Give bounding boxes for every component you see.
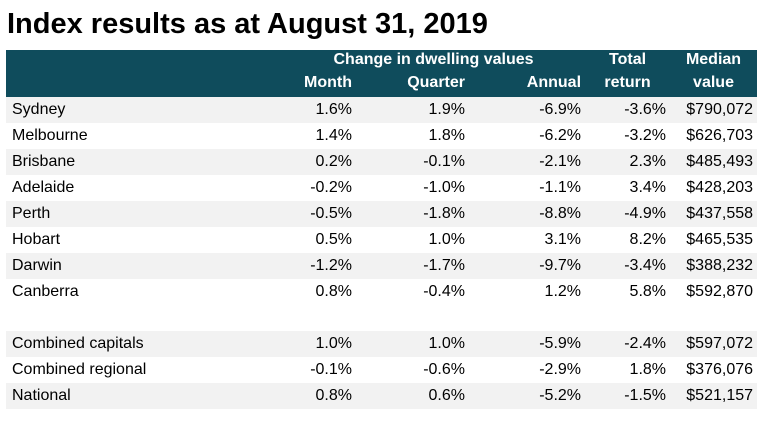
header-total-return-line1: Total [609,51,647,68]
table-row-national: National 0.8% 0.6% -5.2% -1.5% $521,157 [6,383,758,409]
table-row-hobart: Hobart 0.5% 1.0% 3.1% 8.2% $465,535 [6,227,757,253]
month-change: -0.5% [310,205,352,222]
total-return: -4.9% [624,205,667,222]
region-name: Canberra [12,283,79,300]
table-row-darwin: Darwin -1.2% -1.7% -9.7% -3.4% $388,232 [6,253,758,279]
total-return: 5.8% [629,283,667,300]
quarter-change: 1.8% [428,127,465,144]
annual-change: -8.8% [539,205,582,222]
table-row-combined-regional: Combined regional -0.1% -0.6% -2.9% 1.8%… [6,357,757,383]
month-change: 1.6% [315,101,352,118]
annual-change: -6.2% [539,127,582,144]
quarter-change: -0.1% [423,153,465,170]
region-name: Melbourne [12,127,88,144]
quarter-change: -1.8% [423,205,465,222]
median-value: $790,072 [686,101,754,118]
quarter-change: 1.0% [428,231,465,248]
total-return: 2.3% [629,153,667,170]
table-body: Sydney 1.6% 1.9% -6.9% -3.6% $790,072 Me… [6,97,758,409]
table-row-sydney: Sydney 1.6% 1.9% -6.9% -3.6% $790,072 [6,97,758,123]
header-row-2: Month Quarter Annual return value [6,73,758,97]
total-return: -3.4% [624,257,667,274]
quarter-change: 1.9% [428,101,465,118]
quarter-change: 0.6% [428,387,465,404]
spacer-row [6,305,757,331]
header-month: Month [304,74,352,91]
total-return: -2.4% [624,335,667,352]
table-row-combined-capitals: Combined capitals 1.0% 1.0% -5.9% -2.4% … [6,331,758,357]
region-name: Perth [12,205,51,222]
header-annual: Annual [526,74,582,91]
table-header: Change in dwelling values Total Median M… [6,50,758,97]
median-value: $485,493 [686,153,754,170]
month-change: 0.8% [315,283,352,300]
header-empty-cell [6,50,282,73]
month-change: 1.0% [315,335,352,352]
region-name: Brisbane [12,153,76,170]
annual-change: -2.9% [539,361,582,378]
median-value: $428,203 [686,179,754,196]
header-total-return-line2: return [604,74,651,91]
total-return: -3.6% [624,101,667,118]
annual-change: -9.7% [539,257,582,274]
header-median-line2: value [693,74,734,91]
annual-change: 3.1% [544,231,582,248]
month-change: 1.4% [315,127,352,144]
table-row-melbourne: Melbourne 1.4% 1.8% -6.2% -3.2% $626,703 [6,123,757,149]
median-value: $388,232 [686,257,754,274]
month-change: 0.8% [315,387,352,404]
header-empty-cell [6,73,282,97]
annual-change: -6.9% [539,101,582,118]
median-value: $465,535 [686,231,754,248]
quarter-change: -0.4% [423,283,465,300]
table-row-perth: Perth -0.5% -1.8% -8.8% -4.9% $437,558 [6,201,758,227]
region-name: Combined capitals [12,335,144,352]
header-change-in-dwelling-values: Change in dwelling values [333,51,534,68]
table-row-adelaide: Adelaide -0.2% -1.0% -1.1% 3.4% $428,203 [6,175,757,201]
region-name: Sydney [12,101,66,118]
median-value: $376,076 [686,361,754,378]
annual-change: -2.1% [539,153,582,170]
median-value: $592,870 [686,283,754,300]
month-change: -0.2% [310,179,352,196]
region-name: National [12,387,71,404]
quarter-change: -0.6% [423,361,465,378]
annual-change: -1.1% [539,179,582,196]
spacer-cell [6,305,757,331]
total-return: 1.8% [629,361,667,378]
quarter-change: -1.7% [423,257,465,274]
month-change: 0.5% [315,231,352,248]
median-value: $521,157 [686,387,754,404]
table-row-canberra: Canberra 0.8% -0.4% 1.2% 5.8% $592,870 [6,279,757,305]
region-name: Hobart [12,231,61,248]
header-quarter: Quarter [407,74,465,91]
region-name: Adelaide [12,179,75,196]
median-value: $437,558 [686,205,754,222]
index-results-table: Change in dwelling values Total Median M… [6,50,758,409]
total-return: -3.2% [624,127,667,144]
quarter-change: -1.0% [423,179,465,196]
total-return: -1.5% [624,387,667,404]
header-median-line1: Median [685,51,742,68]
table-row-brisbane: Brisbane 0.2% -0.1% -2.1% 2.3% $485,493 [6,149,758,175]
month-change: 0.2% [315,153,352,170]
total-return: 3.4% [629,179,667,196]
month-change: -0.1% [310,361,352,378]
median-value: $597,072 [686,335,754,352]
median-value: $626,703 [686,127,754,144]
annual-change: 1.2% [544,283,582,300]
annual-change: -5.9% [539,335,582,352]
page-title: Index results as at August 31, 2019 [7,8,488,40]
region-name: Combined regional [12,361,147,378]
annual-change: -5.2% [539,387,582,404]
month-change: -1.2% [310,257,352,274]
header-row-1: Change in dwelling values Total Median [6,50,758,73]
region-name: Darwin [12,257,62,274]
quarter-change: 1.0% [428,335,465,352]
total-return: 8.2% [629,231,667,248]
